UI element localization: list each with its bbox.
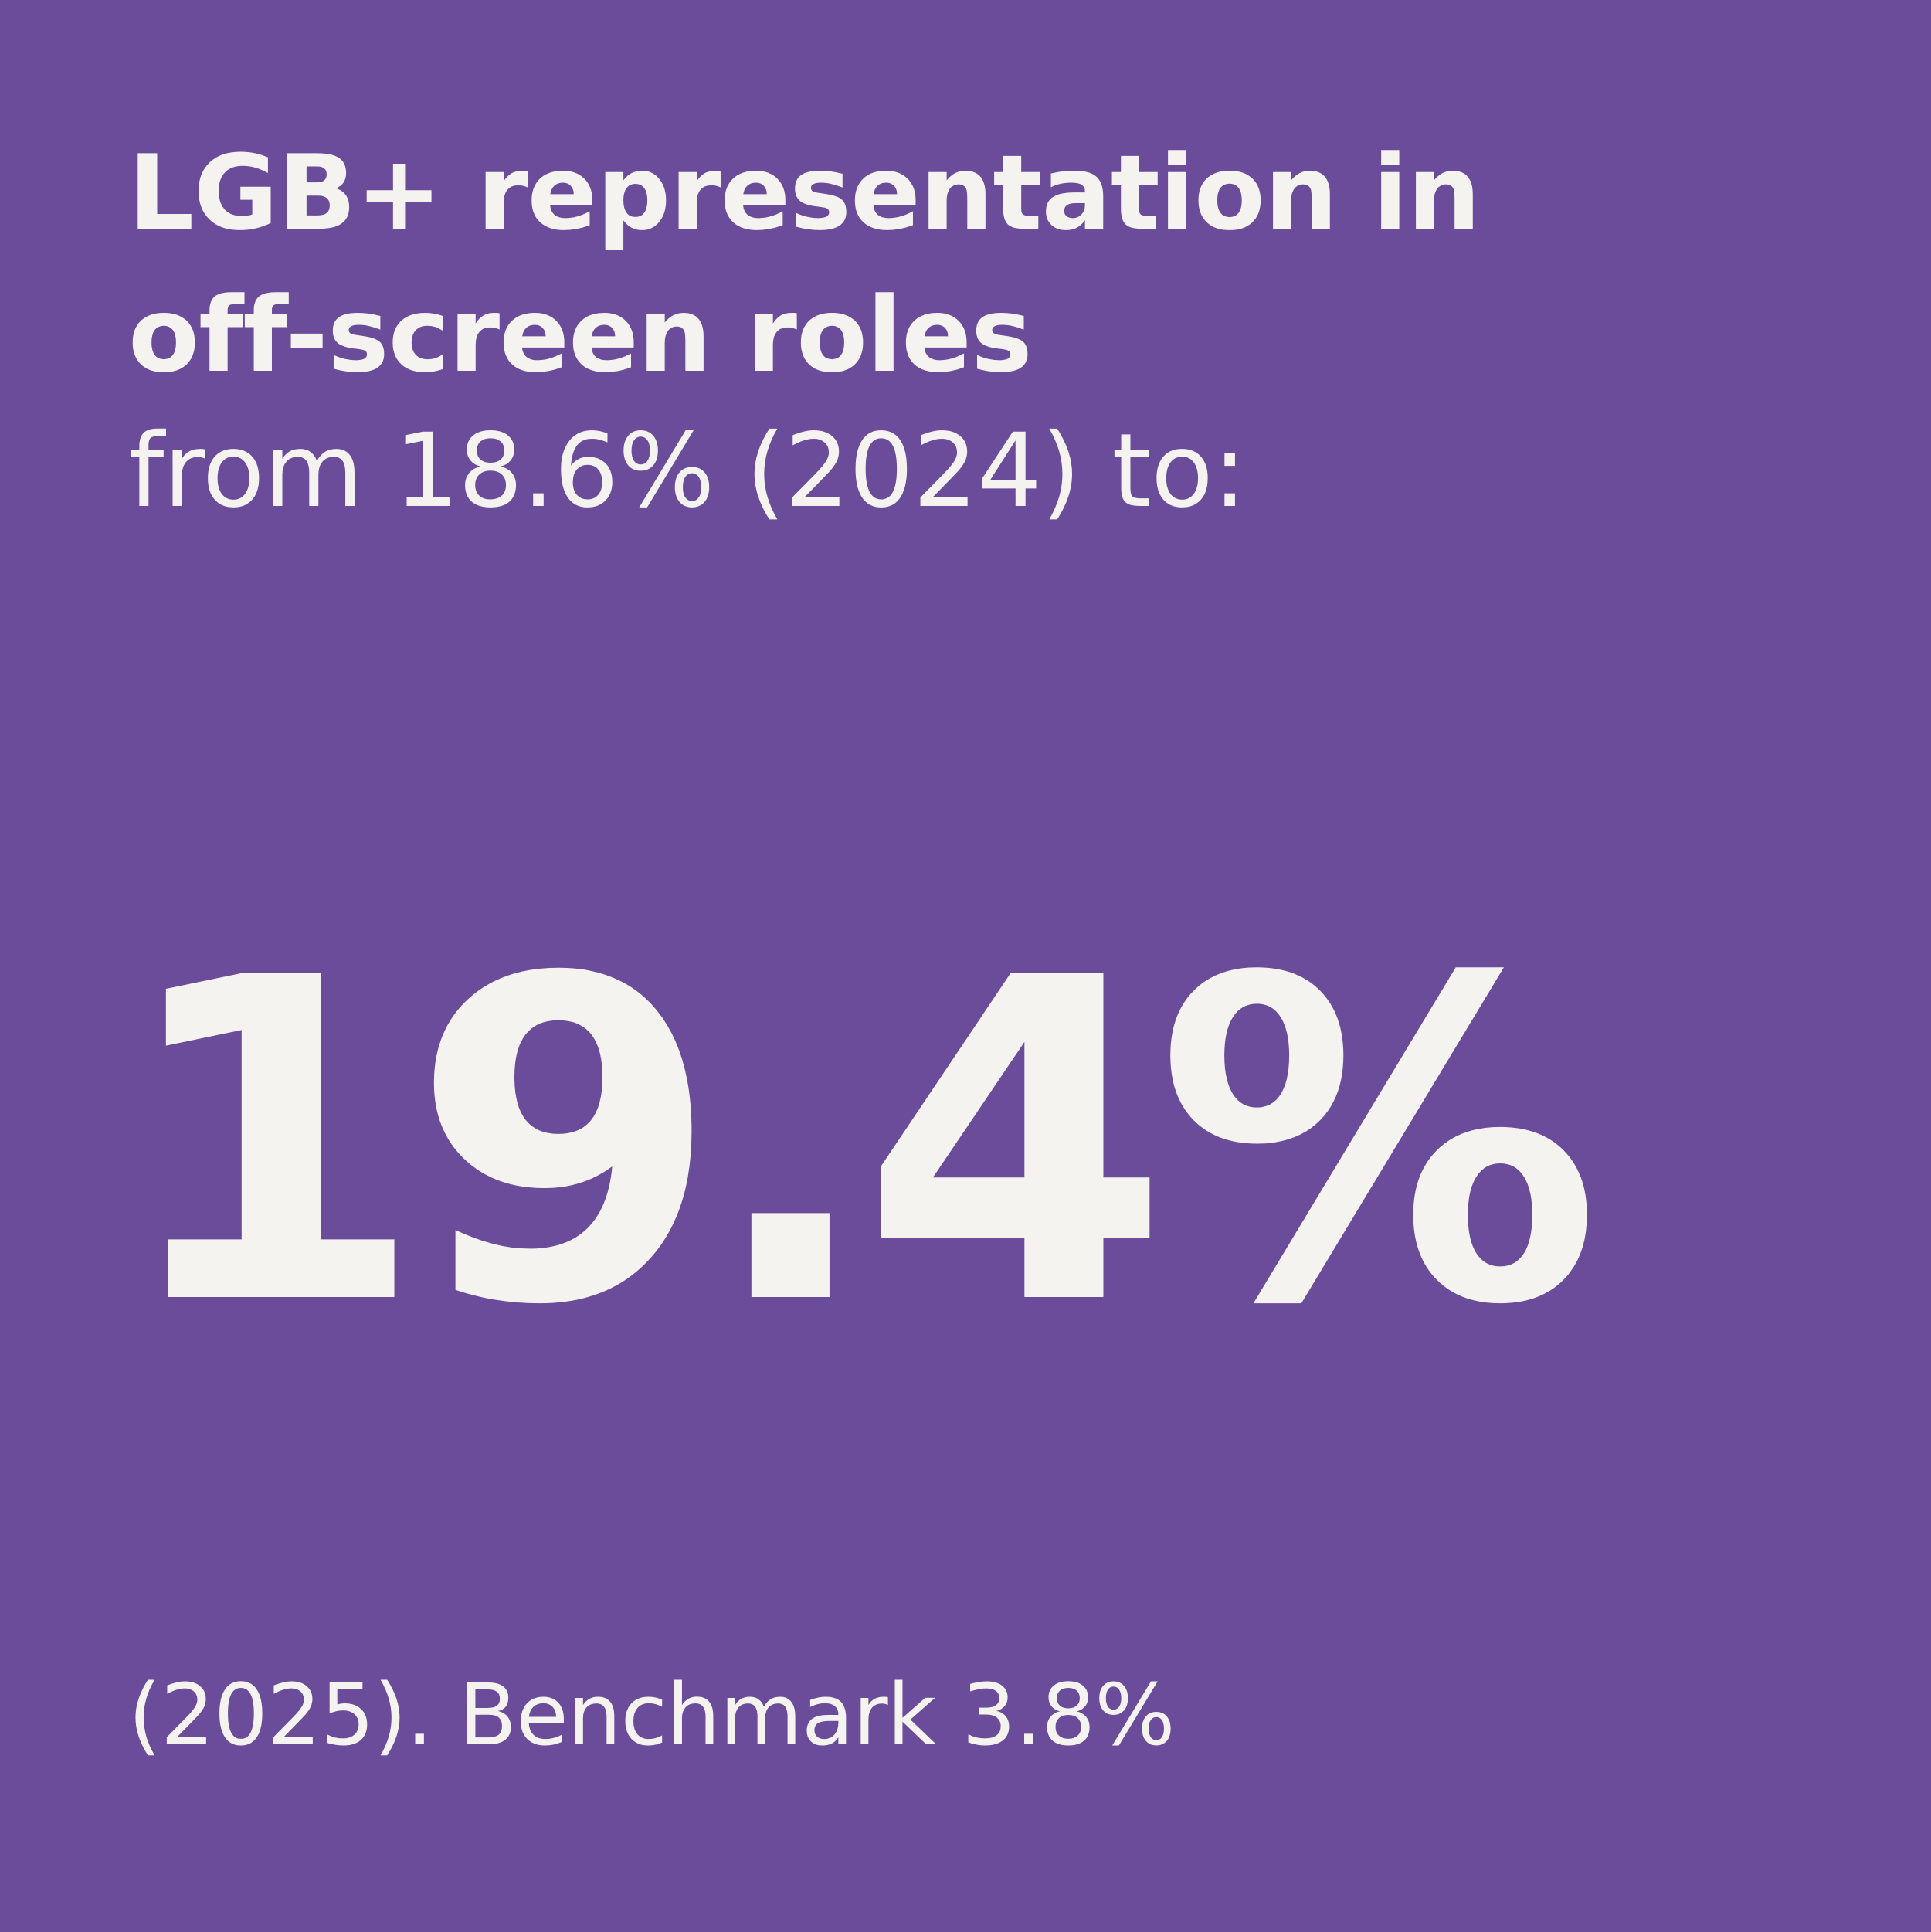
stat-heading: LGB+ representation in off-screen roles (128, 122, 1789, 406)
stat-subheading: from 18.6% (2024) to: (128, 412, 1247, 531)
stat-footnote: (2025). Benchmark 3.8% (128, 1665, 1176, 1764)
headline-stat-value: 19.4% (116, 885, 1601, 1402)
stat-heading-line-1: LGB+ representation in (128, 133, 1481, 253)
stat-heading-line-2: off-screen roles (128, 275, 1033, 396)
